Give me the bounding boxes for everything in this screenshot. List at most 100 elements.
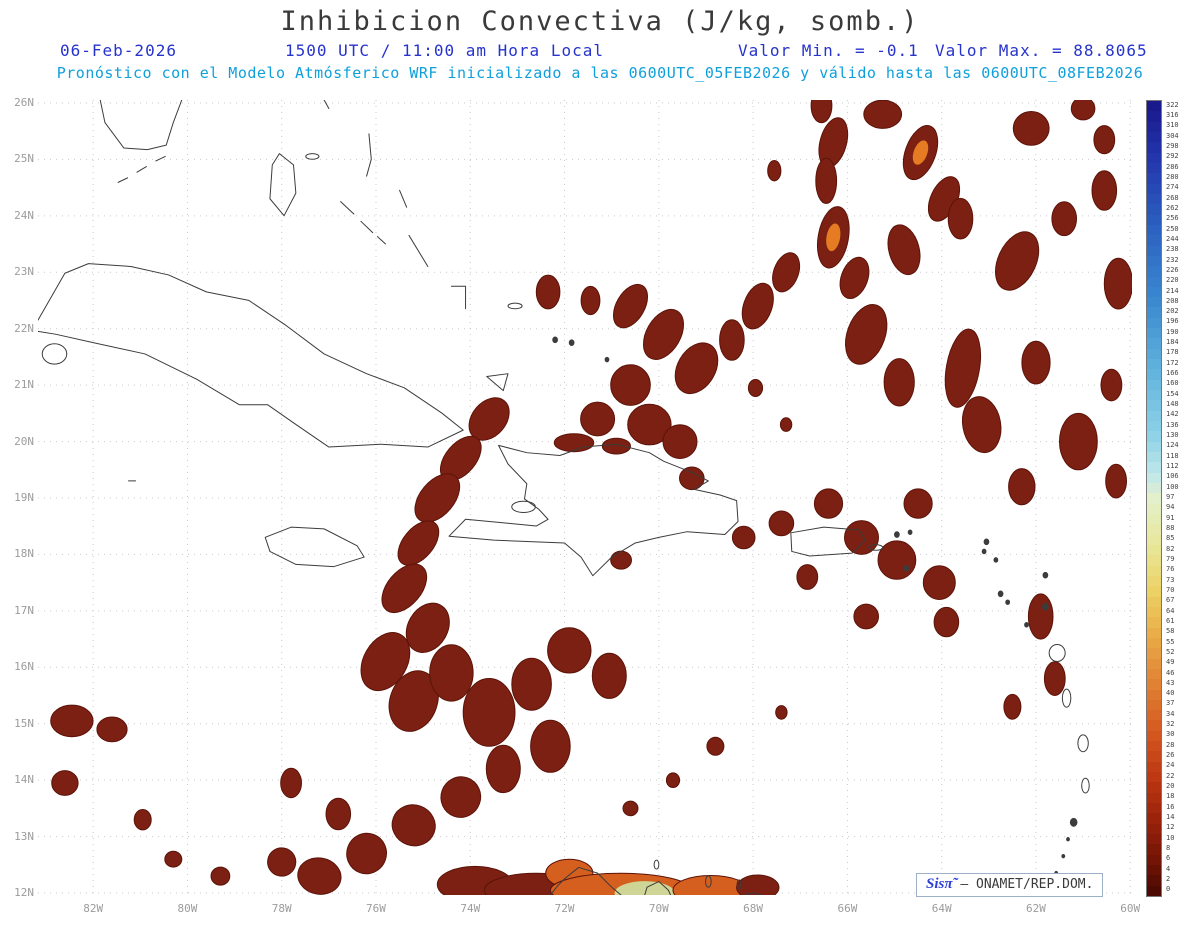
colorbar-tick-label: 244	[1166, 234, 1179, 243]
colorbar-tick-label: 160	[1166, 379, 1179, 388]
lat-tick-label: 13N	[14, 829, 34, 843]
cin-region	[280, 767, 303, 799]
colorbar-segment	[1147, 751, 1161, 763]
colorbar-segment	[1147, 173, 1161, 185]
cin-region	[388, 670, 439, 732]
cin-region	[903, 488, 933, 519]
lat-tick-label: 14N	[14, 773, 34, 787]
cin-region	[775, 705, 788, 720]
island-isla-juventud	[42, 344, 67, 364]
cin-region	[591, 652, 627, 699]
cin-region	[440, 776, 482, 818]
cin-region	[535, 274, 561, 310]
colorbar-segment	[1147, 596, 1161, 608]
island-gonave	[512, 501, 536, 512]
colorbar-segment	[1147, 204, 1161, 216]
coastline-jamaica	[265, 527, 364, 567]
colorbar-tick-label: 316	[1166, 110, 1179, 119]
cin-region	[933, 606, 960, 638]
colorbar-segment	[1147, 266, 1161, 277]
cin-region	[922, 565, 956, 601]
colorbar-tick-label: 30	[1166, 730, 1175, 739]
colorbar-segment	[1147, 699, 1161, 711]
colorbar-segment	[1147, 235, 1161, 247]
colorbar-segment	[1147, 586, 1161, 598]
lon-tick-label: 74W	[460, 902, 481, 915]
colorbar-tick-label: 58	[1166, 627, 1175, 636]
coastline-cuba	[38, 264, 463, 481]
island-nevis	[1006, 600, 1010, 605]
colorbar-tick-label: 91	[1166, 513, 1175, 522]
colorbar-segment	[1147, 483, 1161, 494]
colorbar-tick-label: 46	[1166, 668, 1175, 677]
colorbar-segment	[1147, 214, 1161, 226]
coastline-layer	[38, 100, 1089, 895]
colorbar-tick-label: 64	[1166, 606, 1175, 615]
colorbar-tick-label: 148	[1166, 400, 1179, 409]
cin-region	[325, 797, 352, 831]
coastline-guajira	[550, 867, 621, 895]
colorbar-segment	[1147, 772, 1161, 783]
coastline-bahamas	[270, 100, 609, 391]
colorbar-tick-label: 190	[1166, 327, 1179, 336]
lat-tick-label: 15N	[14, 716, 34, 730]
colorbar-tick-label: 184	[1166, 338, 1179, 347]
island-grenadine-2	[1062, 854, 1065, 857]
colorbar-segment	[1147, 359, 1161, 370]
forecast-description: Pronóstico con el Modelo Atmósferico WRF…	[56, 64, 1144, 82]
colorbar-tick-label: 322	[1166, 100, 1179, 109]
colorbar-segment	[1147, 875, 1161, 887]
cin-region	[610, 364, 651, 406]
lat-tick-label: 25N	[14, 152, 34, 166]
colorbar-segment	[1147, 803, 1161, 814]
colorbar-segment	[1147, 885, 1161, 897]
island-caicos	[553, 337, 558, 343]
cin-region	[844, 520, 879, 555]
colorbar-tick-label: 274	[1166, 183, 1179, 192]
cin-region	[391, 804, 436, 847]
island-st-barth	[994, 558, 998, 563]
island-anguilla	[984, 539, 989, 545]
island-montserrat	[1025, 623, 1029, 628]
colorbar-segment	[1147, 679, 1161, 690]
colorbar-tick-label: 304	[1166, 131, 1179, 140]
chart-title: Inhibicion Convectiva (J/kg, somb.)	[280, 6, 920, 37]
colorbar-segment	[1147, 152, 1161, 164]
colorbar-tick-label: 172	[1166, 358, 1179, 367]
colorbar-segment	[1147, 441, 1161, 453]
colorbar-tick-label: 67	[1166, 596, 1175, 605]
island-abaco	[324, 100, 329, 108]
colorbar-segment	[1147, 286, 1161, 298]
island-antigua	[1043, 603, 1049, 610]
colorbar-tick-label: 2	[1166, 875, 1171, 883]
colorbar-tick-label: 292	[1166, 152, 1179, 161]
island-guadeloupe	[1049, 645, 1065, 662]
lat-tick-label: 23N	[14, 265, 34, 279]
coastline-jamaica-main	[265, 527, 364, 567]
colorbar-segment	[1147, 565, 1161, 577]
colorbar-segment	[1147, 245, 1161, 257]
coastline-hispaniola-main	[449, 444, 738, 575]
colorbar-tick-label: 97	[1166, 493, 1175, 501]
cin-region	[414, 473, 461, 523]
colorbar-segment	[1147, 224, 1161, 236]
lat-tick-label: 24N	[14, 208, 34, 222]
colorbar-segment	[1147, 338, 1161, 350]
colorbar-segment	[1147, 307, 1161, 319]
colorbar-segment	[1147, 472, 1161, 484]
island-crooked-acklins	[451, 286, 465, 309]
cin-region	[485, 744, 521, 794]
colorbar-segment	[1147, 782, 1161, 794]
colorbar-segment	[1147, 813, 1161, 825]
valid-time-label: 1500 UTC / 11:00 am Hora Local	[285, 41, 604, 60]
island-st-thomas	[895, 532, 900, 538]
colorbar-segment	[1147, 544, 1161, 556]
island-inagua	[487, 374, 508, 391]
colorbar-segment	[1147, 844, 1161, 856]
colorbar-tick-label: 76	[1166, 565, 1175, 574]
cin-region	[887, 224, 921, 276]
lat-tick-label: 22N	[14, 321, 34, 335]
colorbar-segment	[1147, 111, 1161, 123]
colorbar-tick-label: 118	[1166, 451, 1179, 460]
colorbar-segment	[1147, 513, 1161, 525]
